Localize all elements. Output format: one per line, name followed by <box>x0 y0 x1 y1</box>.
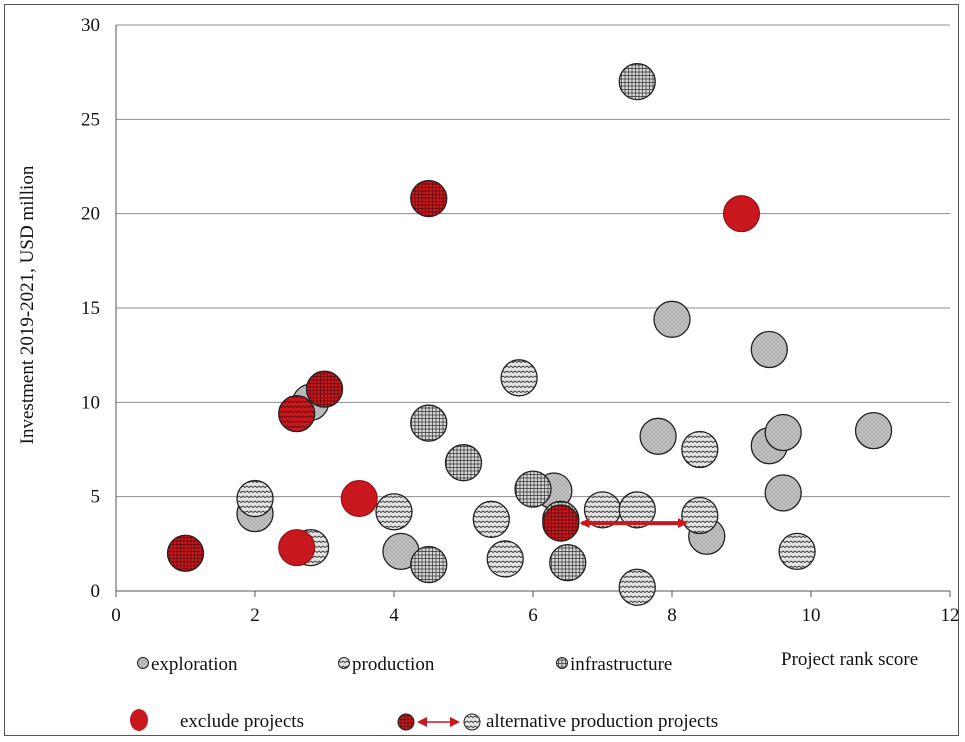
point-exclude-projects-0 <box>166 534 205 572</box>
data-points <box>166 62 893 606</box>
point-production-3 <box>472 500 510 538</box>
legend-infrastructure: infrastructure <box>556 654 672 675</box>
y-tick-label-30: 30 <box>81 15 100 36</box>
x-tick-label-10: 10 <box>802 605 821 626</box>
point-infrastructure-0 <box>410 404 448 442</box>
legend-production: production <box>338 654 435 675</box>
legend-infrastructure-label: infrastructure <box>570 654 672 675</box>
y-tick-label-0: 0 <box>91 581 101 602</box>
point-production-9 <box>681 430 719 469</box>
point-exploration-5 <box>653 300 691 338</box>
point-exclude-projects-7 <box>723 195 760 233</box>
x-tick-label-12: 12 <box>941 605 960 626</box>
legend-infrastructure-marker <box>556 657 568 669</box>
legend-exploration-label: exploration <box>151 654 238 675</box>
point-production-5 <box>500 359 538 397</box>
point-exclude-projects-6 <box>542 504 580 542</box>
point-exploration-10 <box>764 474 802 512</box>
x-axis-title: Project rank score <box>781 649 918 670</box>
gridlines <box>116 24 950 498</box>
axes <box>115 25 951 597</box>
y-axis-title: Investment 2019-2021, USD million <box>17 165 38 444</box>
legend-exploration-marker <box>137 657 149 669</box>
chart-frame: 0 5 10 15 20 25 30 0 2 4 6 8 10 12 Investment 2019-20… <box>4 4 960 736</box>
point-infrastructure-5 <box>549 544 587 582</box>
legend-exclude-marker <box>130 709 148 731</box>
point-exploration-11 <box>854 411 893 450</box>
point-exclude-projects-2 <box>278 529 316 567</box>
point-exploration-8 <box>750 330 788 369</box>
point-infrastructure-3 <box>514 470 552 508</box>
point-exclude-projects-4 <box>340 480 378 518</box>
x-tick-label-0: 0 <box>111 605 121 626</box>
legend: exploration production infrastructure ex… <box>130 654 718 732</box>
legend-exploration: exploration <box>137 654 238 675</box>
point-production-11 <box>778 532 816 571</box>
point-production-0 <box>236 479 274 518</box>
x-tick-label-2: 2 <box>250 605 260 626</box>
legend-production-marker <box>338 657 350 669</box>
y-tick-label-15: 15 <box>81 298 100 319</box>
legend-production-label: production <box>352 654 435 675</box>
point-exclude-projects-1 <box>278 395 316 433</box>
tick-labels: 0 5 10 15 20 25 30 0 2 4 6 8 10 12 <box>81 15 960 626</box>
x-tick-label-6: 6 <box>528 605 538 626</box>
point-production-8 <box>618 568 656 606</box>
point-infrastructure-1 <box>410 545 448 584</box>
point-infrastructure-6 <box>618 62 656 101</box>
y-tick-label-10: 10 <box>81 392 100 413</box>
y-tick-label-20: 20 <box>81 204 100 225</box>
point-infrastructure-2 <box>444 444 483 482</box>
x-tick-label-4: 4 <box>389 605 399 626</box>
legend-exclude: exclude projects <box>130 709 304 732</box>
point-production-10 <box>681 496 719 535</box>
legend-alternative: alternative production projects <box>397 711 718 732</box>
scatter-chart: 0 5 10 15 20 25 30 0 2 4 6 8 10 12 Investment 2019-20… <box>17 15 960 732</box>
y-tick-label-25: 25 <box>81 109 100 130</box>
point-production-4 <box>486 540 524 578</box>
point-exploration-4 <box>639 417 677 455</box>
legend-alternative-label: alternative production projects <box>486 711 718 732</box>
y-tick-label-5: 5 <box>91 487 101 508</box>
legend-alternative-grey-marker <box>463 713 481 731</box>
point-exclude-projects-3 <box>305 370 344 408</box>
legend-exclude-label: exclude projects <box>180 711 304 732</box>
point-production-2 <box>375 493 413 531</box>
x-tick-label-8: 8 <box>667 605 677 626</box>
legend-alternative-red-marker <box>397 713 415 731</box>
point-exclude-projects-5 <box>410 179 448 218</box>
point-exploration-9 <box>764 413 802 452</box>
